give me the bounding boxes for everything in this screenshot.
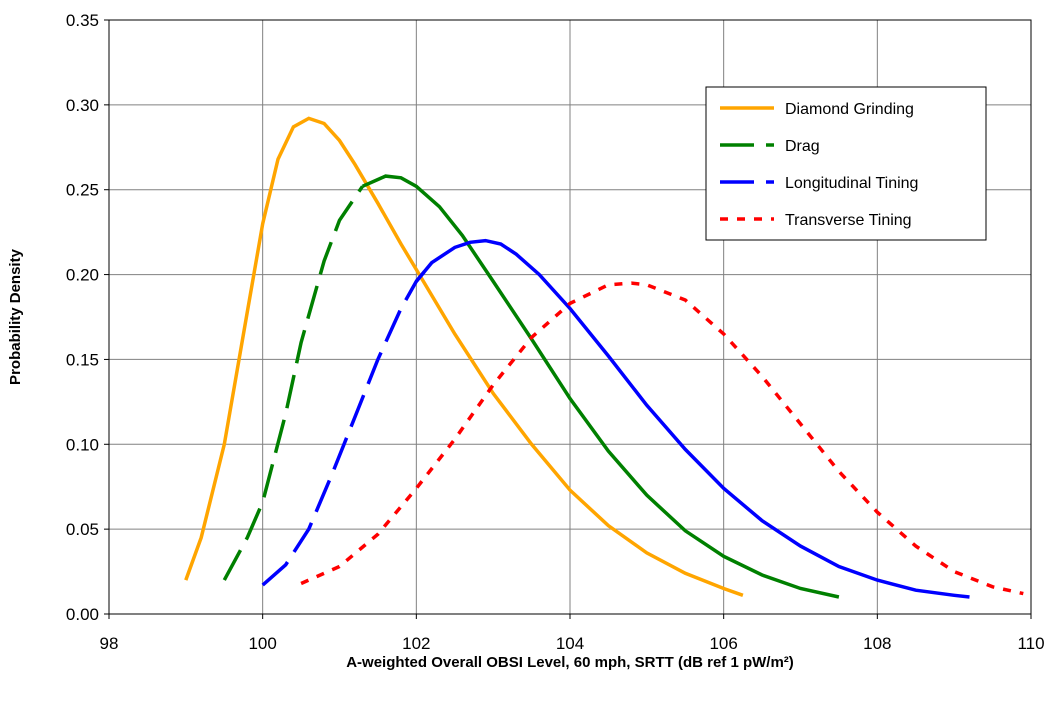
y-tick-label: 0.05 <box>66 520 99 539</box>
legend-box <box>705 86 987 241</box>
legend-label: Diamond Grinding <box>785 101 914 118</box>
series-line <box>184 116 744 597</box>
y-axis-ticks: 0.00 0.05 0.10 0.15 0.20 0.25 0.30 0.35 <box>66 11 109 624</box>
x-tick-label: 104 <box>556 634 584 653</box>
x-tick-label: 102 <box>402 634 430 653</box>
y-tick-label: 0.30 <box>66 96 99 115</box>
x-tick-label: 106 <box>709 634 737 653</box>
series-line <box>300 281 1024 596</box>
x-axis-ticks: 98 100 102 104 106 108 110 <box>100 614 1045 653</box>
series-layer <box>184 116 1024 599</box>
y-tick-label: 0.00 <box>66 605 99 624</box>
legend-label: Drag <box>785 138 820 155</box>
x-axis-title: A-weighted Overall OBSI Level, 60 mph, S… <box>346 654 794 671</box>
y-axis-title: Probability Density <box>7 248 24 385</box>
y-tick-label: 0.20 <box>66 266 99 285</box>
x-tick-label: 100 <box>248 634 276 653</box>
series-line <box>222 185 364 581</box>
x-tick-label: 98 <box>100 634 119 653</box>
legend-label: Longitudinal Tining <box>785 175 918 192</box>
y-tick-label: 0.25 <box>66 181 99 200</box>
series-line <box>414 238 970 599</box>
legend-label: Transverse Tining <box>785 212 912 229</box>
gridlines <box>108 19 1032 615</box>
legend: Diamond Grinding Drag Longitudinal Tining T… <box>705 86 987 241</box>
series-line <box>361 174 840 599</box>
y-tick-label: 0.10 <box>66 435 99 454</box>
x-tick-label: 108 <box>863 634 891 653</box>
y-tick-label: 0.35 <box>66 11 99 30</box>
x-tick-label: 110 <box>1017 634 1044 653</box>
y-tick-label: 0.15 <box>66 350 99 369</box>
series-line <box>261 261 434 587</box>
